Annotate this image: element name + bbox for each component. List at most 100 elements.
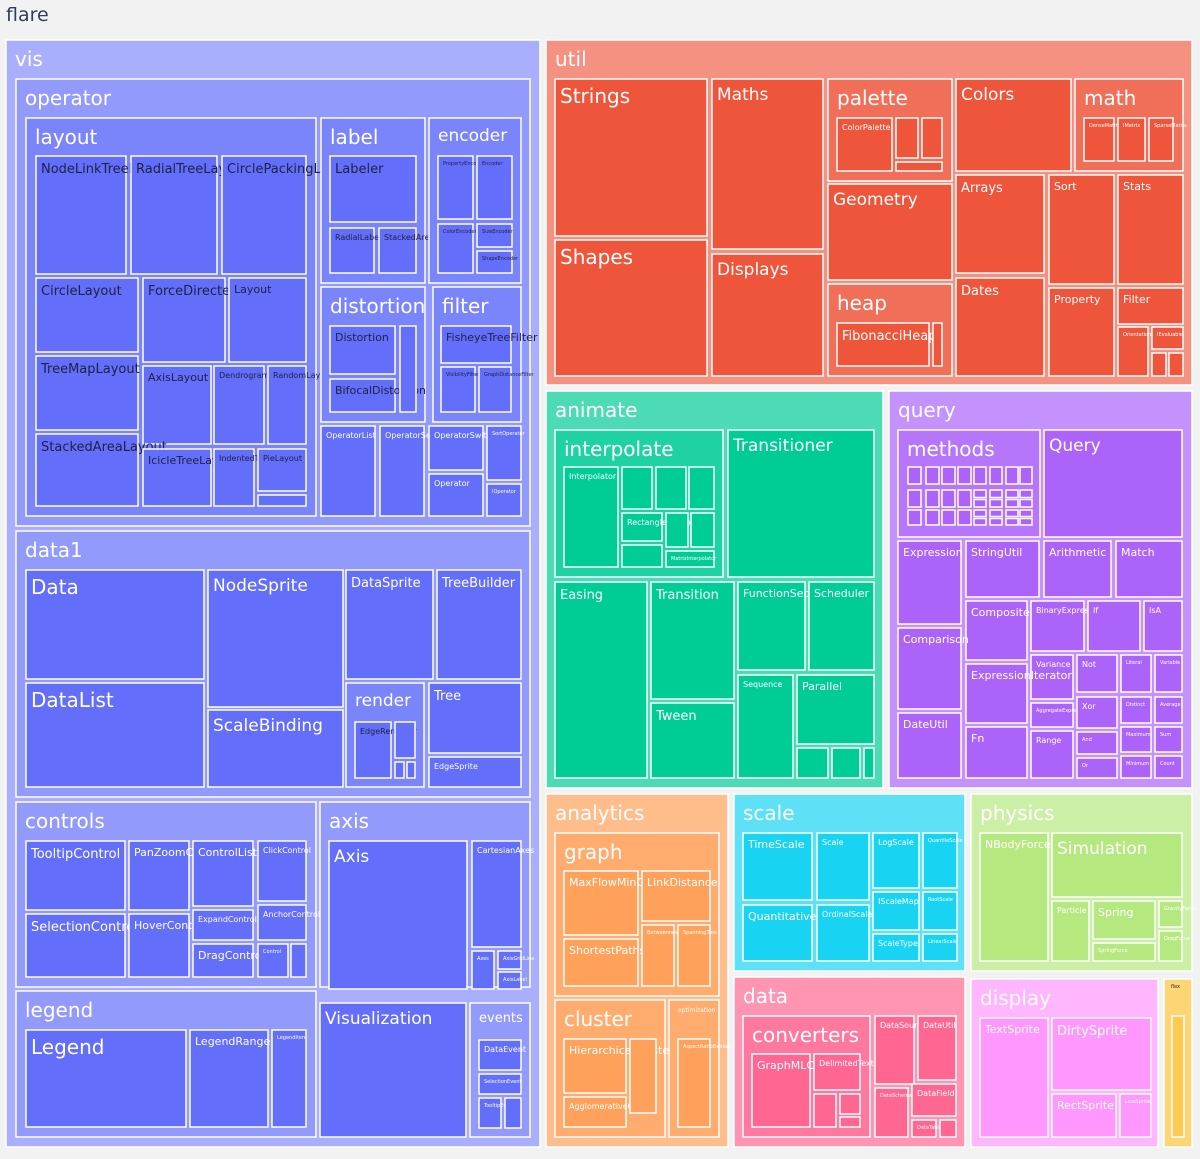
tile-sum[interactable] [1154, 726, 1183, 753]
tile-sequence[interactable] [737, 674, 794, 779]
tile-aspectratiobanker[interactable] [677, 1038, 711, 1128]
tile-blank[interactable] [1005, 517, 1019, 526]
tile-datasprite[interactable] [345, 569, 434, 680]
tile-legendrange[interactable] [189, 1029, 269, 1128]
tile-blank[interactable] [973, 517, 987, 526]
tile-blank[interactable] [973, 498, 987, 508]
tile-linkdistance[interactable] [641, 870, 711, 922]
tile-distortion[interactable] [329, 325, 396, 375]
tile-blank[interactable] [925, 466, 940, 485]
tile-blank[interactable] [957, 489, 972, 508]
tile-fibonacciheap[interactable] [836, 322, 930, 367]
tile-blank[interactable] [621, 466, 653, 510]
tile-blank[interactable] [406, 761, 416, 779]
tile-blank[interactable] [655, 466, 687, 510]
tile-isa[interactable] [1143, 600, 1183, 652]
tile-blank[interactable] [1019, 489, 1033, 499]
tile-treebuilder[interactable] [436, 569, 522, 680]
tile-dates[interactable] [955, 277, 1045, 377]
tile-anchorcontrol[interactable] [257, 904, 307, 941]
tile-tooltipcontrol[interactable] [25, 840, 126, 911]
tile-control[interactable] [257, 943, 289, 978]
tile-blank[interactable] [688, 466, 715, 510]
tile-colorpalette[interactable] [836, 117, 893, 172]
tile-datautil[interactable] [917, 1015, 957, 1081]
tile-blank[interactable] [813, 1093, 837, 1128]
tile-arrays[interactable] [955, 174, 1045, 274]
tile-data[interactable] [25, 569, 205, 680]
tile-springforce[interactable] [1092, 942, 1156, 962]
tile-blank[interactable] [973, 466, 987, 485]
tile-blank[interactable] [629, 1038, 657, 1114]
tile-datafield[interactable] [911, 1083, 957, 1117]
tile-shapes[interactable] [554, 239, 708, 377]
tile-axis[interactable] [328, 840, 468, 990]
tile-cartesianaxes[interactable] [471, 840, 522, 948]
tile-spanningtree[interactable] [677, 924, 711, 987]
tile-property[interactable] [1048, 287, 1115, 377]
tile-clickcontrol[interactable] [257, 840, 307, 902]
tile-encoder[interactable] [476, 155, 513, 220]
tile-controllist[interactable] [192, 840, 254, 907]
tile-blank[interactable] [957, 509, 972, 526]
tile-tween[interactable] [650, 702, 735, 779]
tile-blank[interactable] [1005, 466, 1019, 485]
tile-count[interactable] [1154, 755, 1183, 779]
tile-ievaluable[interactable] [1151, 326, 1184, 350]
tile-blank[interactable] [941, 466, 956, 485]
tile-rectsprite[interactable] [1051, 1093, 1117, 1138]
tile-expressioniterator[interactable] [965, 663, 1028, 724]
tile-if[interactable] [1087, 600, 1141, 652]
tile-visibilityfilter[interactable] [440, 366, 476, 413]
tile-blank[interactable] [399, 325, 417, 413]
tile-datasource[interactable] [874, 1015, 915, 1085]
tile-dataset[interactable] [939, 1119, 957, 1138]
tile-blank[interactable] [257, 494, 307, 507]
tile-blank[interactable] [989, 498, 1003, 508]
tile-blank[interactable] [973, 509, 987, 518]
tile-rootscale[interactable] [922, 891, 958, 931]
tile-forcedirectedlayout[interactable] [142, 277, 226, 363]
tile-maximum[interactable] [1120, 726, 1152, 753]
tile-axislabel[interactable] [497, 971, 522, 990]
tile-selectioncontrol[interactable] [25, 913, 126, 978]
tile-axisgridline[interactable] [497, 950, 522, 970]
tile-stringutil[interactable] [965, 540, 1040, 598]
tile-compositeexpression[interactable] [965, 600, 1028, 661]
tile-blank[interactable] [907, 509, 922, 526]
tile-rectangleinterpolator[interactable] [621, 512, 663, 542]
tile-expandcontrol[interactable] [192, 909, 254, 941]
tile-operatorlist[interactable] [320, 425, 376, 517]
tile-radiallabeler[interactable] [329, 227, 375, 274]
tile-minimum[interactable] [1120, 755, 1152, 779]
tile-scheduler[interactable] [808, 581, 875, 671]
tile-spring[interactable] [1092, 900, 1156, 940]
tile-imatrix[interactable] [1117, 117, 1146, 162]
tile-nodelinktreelayout[interactable] [35, 155, 127, 275]
tile-expression[interactable] [897, 540, 962, 625]
tile-betweennesscentrality[interactable] [641, 924, 675, 987]
tile-shortestpaths[interactable] [563, 938, 639, 987]
tile-blank[interactable] [989, 489, 1003, 499]
tile-graphdistancefilter[interactable] [478, 366, 512, 413]
tile-selectionevent[interactable] [478, 1073, 522, 1095]
tile-simulation[interactable] [1051, 832, 1183, 898]
tile-scale[interactable] [816, 832, 870, 901]
tile-blank[interactable] [925, 509, 940, 526]
tile-dirtysprite[interactable] [1051, 1017, 1152, 1091]
tile-maxflowmincut[interactable] [563, 870, 639, 936]
tile-dragcontrol[interactable] [192, 943, 254, 978]
tile-hovercontrol[interactable] [128, 913, 190, 978]
tile-blank[interactable] [665, 512, 689, 548]
tile-gravityforce[interactable] [1158, 900, 1183, 928]
tile-dateutil[interactable] [897, 712, 962, 779]
tile-displays[interactable] [711, 253, 824, 377]
tile-filter[interactable] [1117, 287, 1184, 325]
tile-tooltipevent[interactable] [478, 1097, 502, 1129]
tile-fisheyetreefilter[interactable] [440, 325, 512, 364]
tile-blank[interactable] [1005, 498, 1019, 508]
tile-literal[interactable] [1120, 654, 1152, 693]
tile-fn[interactable] [965, 726, 1028, 779]
tile-blank[interactable] [989, 509, 1003, 518]
tile-operatorsequence[interactable] [379, 425, 425, 517]
